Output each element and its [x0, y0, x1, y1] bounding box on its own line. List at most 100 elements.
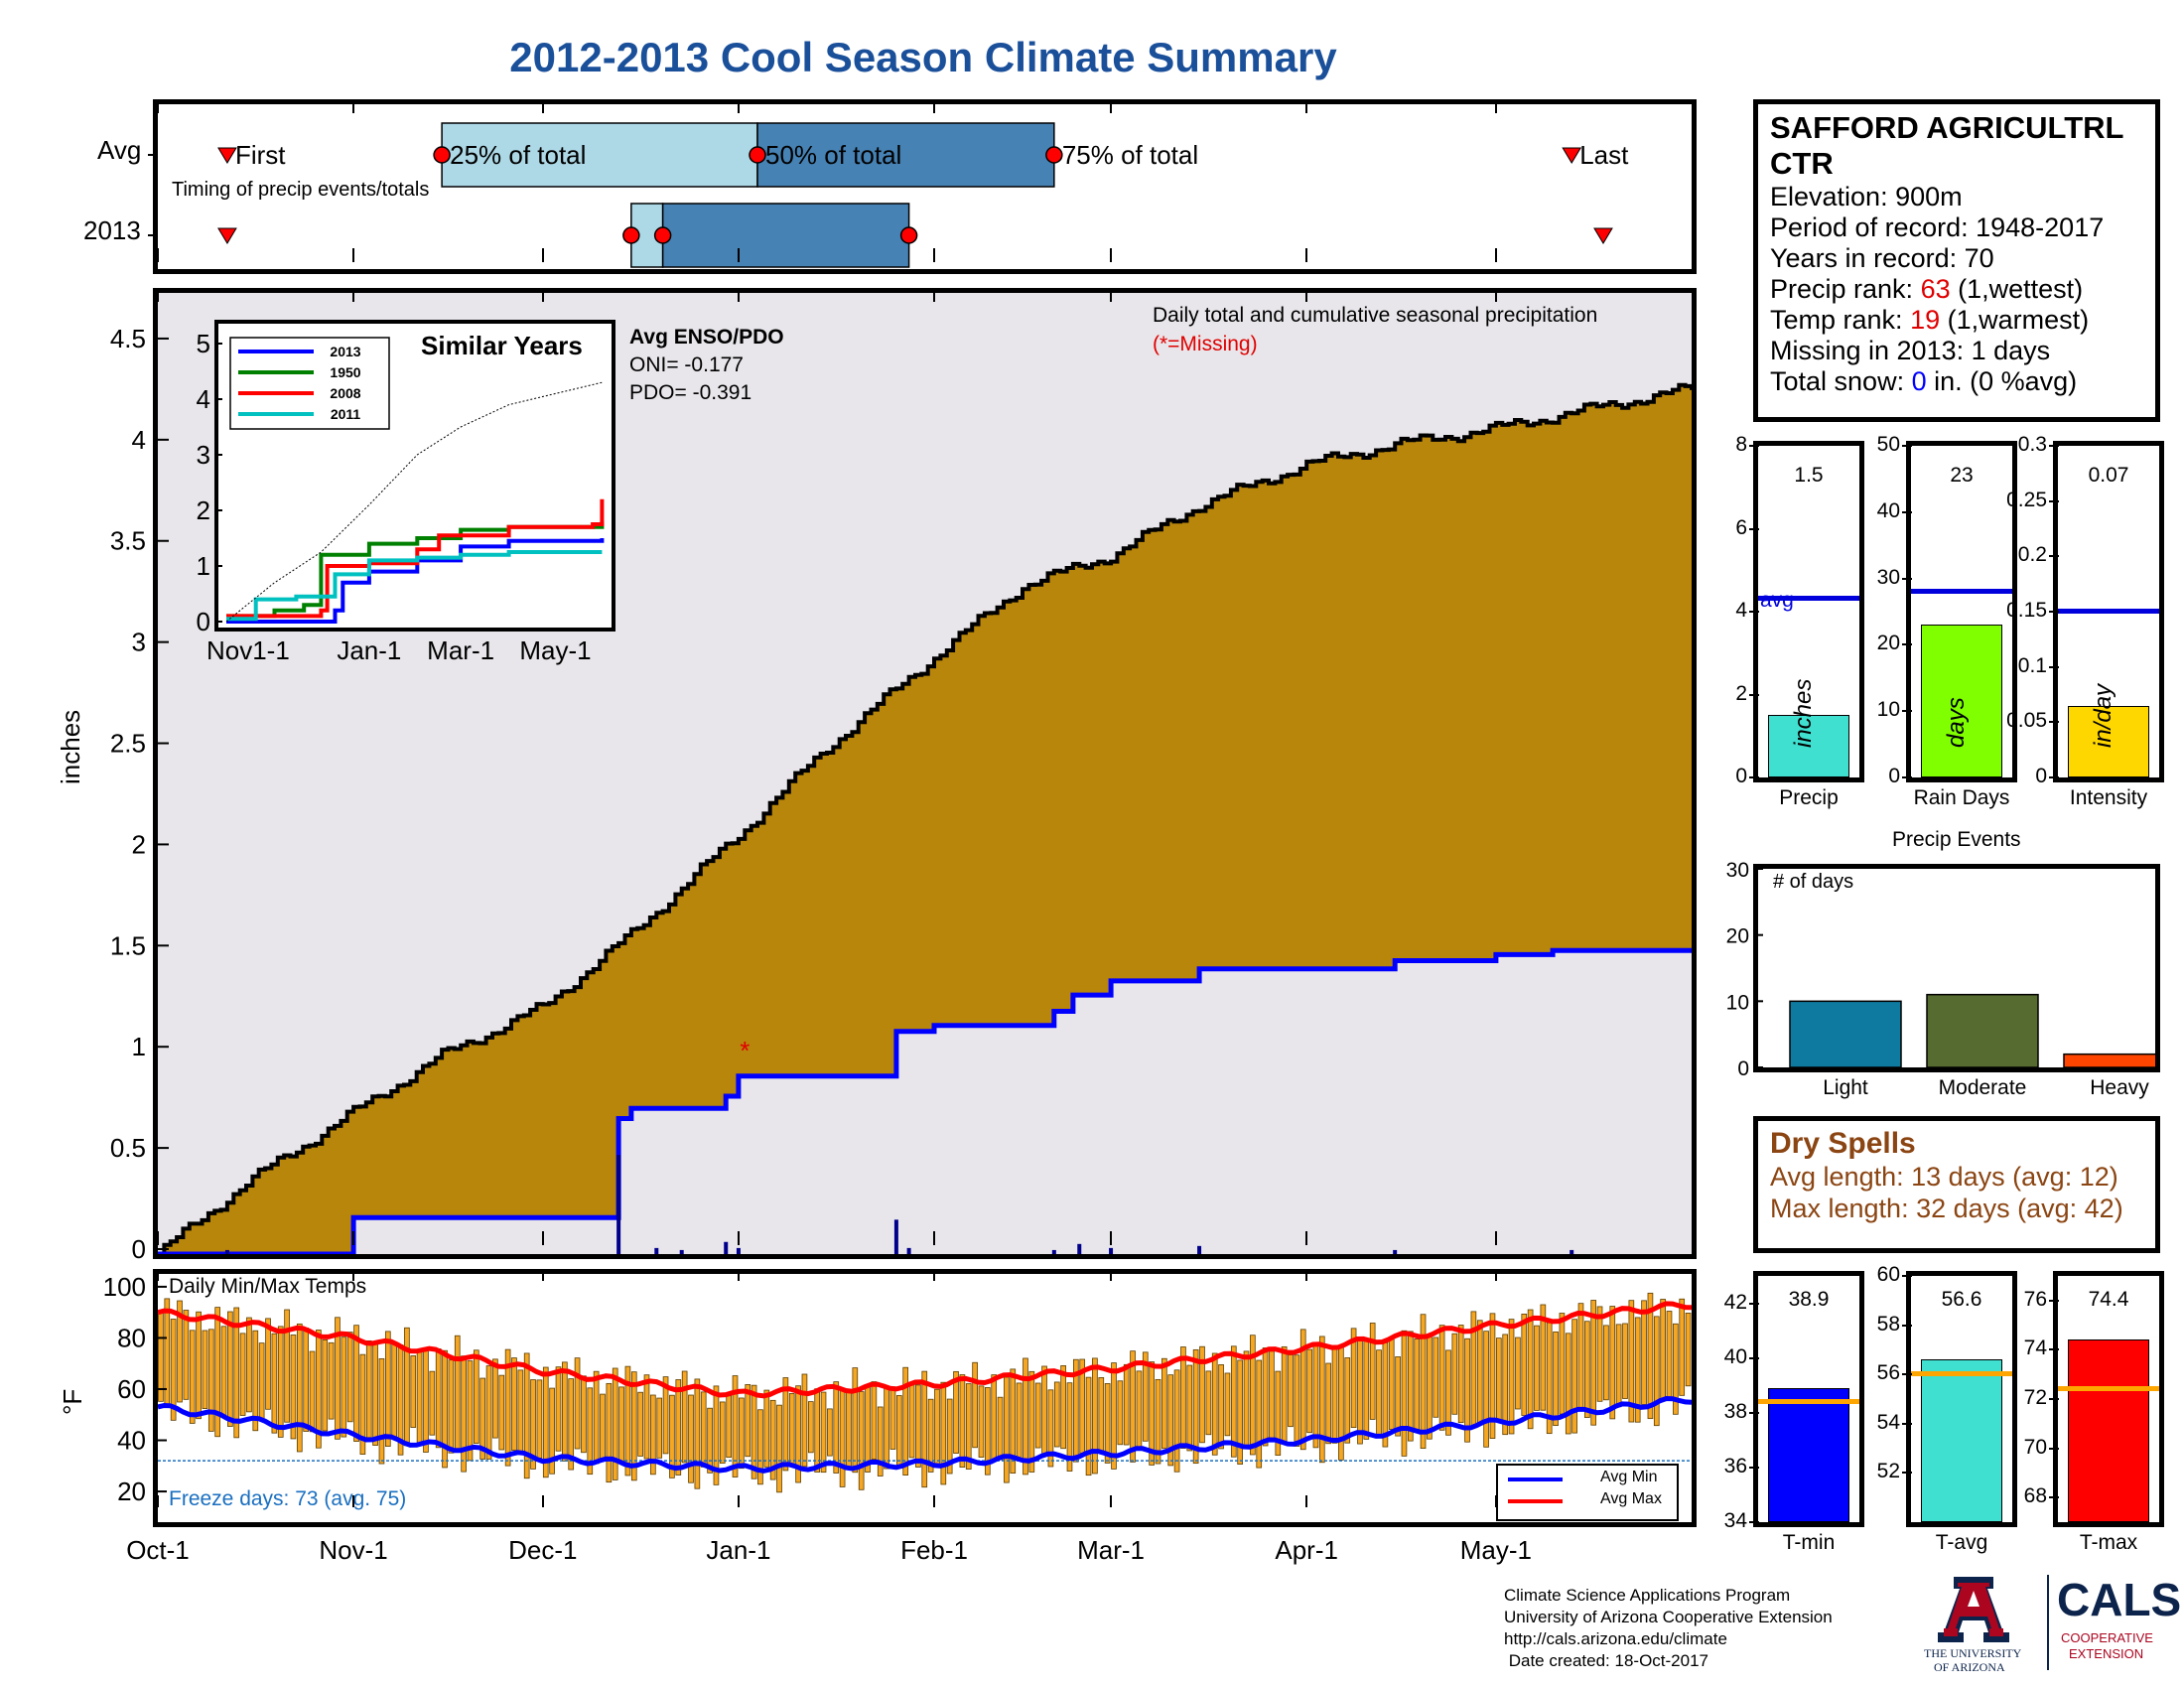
daily-precip-bar: [679, 1249, 684, 1254]
daily-temp-bar: [1243, 1350, 1250, 1447]
daily-temp-bar: [1325, 1362, 1331, 1445]
daily-temp-bar: [1596, 1306, 1603, 1402]
daily-temp-bar: [1205, 1370, 1212, 1436]
daily-temp-bar: [713, 1385, 720, 1485]
month-tick: [933, 1269, 936, 1281]
events-ylabel: # of days: [1773, 871, 1854, 893]
timing-dot-p25: [433, 146, 451, 164]
daily-temp-bar: [1230, 1345, 1237, 1458]
footer-line2: University of Arizona Cooperative Extens…: [1504, 1608, 1833, 1626]
daily-temp-bar: [504, 1348, 511, 1467]
stat-value-intensity: 0.07: [2088, 464, 2129, 487]
daily-temp-bar: [164, 1298, 171, 1407]
events-ytick-label: 20: [1726, 925, 1749, 948]
daily-temp-bar: [1299, 1329, 1306, 1451]
daily-temp-bar: [1420, 1314, 1427, 1449]
daily-temp-bar: [536, 1379, 543, 1459]
events-panel: [1753, 864, 2160, 1072]
daily-temp-bar: [1167, 1374, 1174, 1467]
stat-bar-rain_days: [1921, 625, 2002, 777]
daily-temp-bar: [1685, 1313, 1692, 1387]
stat-panel-rain_days: 23 days: [1906, 441, 2017, 782]
similar-yaxis-svg: 0 1 2 3 4 5: [197, 329, 222, 636]
month-tick: [1305, 99, 1308, 113]
daily-temp-bar: [719, 1401, 726, 1464]
daily-temp-bar: [1161, 1357, 1167, 1450]
temp-svg: [158, 1292, 1692, 1493]
station-name: SAFFORD AGRICULTRL CTR: [1770, 110, 2124, 181]
daily-temp-bar: [985, 1387, 991, 1476]
month-label: Oct-1: [126, 1535, 190, 1565]
month-tick: [1110, 248, 1113, 262]
month-tick: [541, 1269, 544, 1281]
timing-dot-p50: [749, 146, 766, 164]
month-tick: [933, 288, 936, 302]
missing-marker: *: [740, 1036, 750, 1065]
daily-temp-bar: [1047, 1389, 1054, 1468]
daily-temp-bar: [1312, 1342, 1319, 1449]
month-tick: [1110, 99, 1113, 113]
month-tick: [1494, 99, 1497, 113]
daily-temp-bar: [378, 1357, 385, 1465]
daily-temp-bar: [384, 1331, 391, 1447]
daily-temp-bar: [959, 1374, 966, 1469]
daily-temp-bar: [233, 1307, 240, 1439]
cals-sub2: EXTENSION: [2069, 1646, 2144, 1661]
tbar-ytick-label-tavg: 56: [1876, 1361, 1900, 1385]
daily-temp-bar: [549, 1387, 555, 1475]
daily-temp-bar: [196, 1311, 202, 1420]
stat-ytick-label-intensity: 0.15: [2006, 599, 2047, 622]
daily-temp-bar: [1357, 1338, 1363, 1445]
stat-ytick-label-intensity: 0.25: [2006, 488, 2047, 511]
daily-temp-bar: [1288, 1354, 1294, 1428]
daily-temp-bar: [795, 1385, 801, 1483]
daily-temp-bar: [448, 1359, 455, 1454]
similar-ytick-label: 1: [197, 551, 210, 581]
daily-temp-bar: [600, 1393, 606, 1460]
month-tick: [1305, 1495, 1308, 1507]
daily-temp-bar: [807, 1401, 814, 1454]
legend-max-swatch: [1508, 1499, 1563, 1503]
daily-temp-bar: [485, 1365, 492, 1460]
daily-temp-bar: [1173, 1369, 1180, 1473]
tbar-ytick-label-tmax: 72: [2023, 1386, 2047, 1409]
tbar-ytick-label-tavg: 60: [1876, 1263, 1900, 1286]
daily-temp-bar: [927, 1398, 934, 1473]
daily-temp-bar: [1388, 1336, 1395, 1430]
daily-temp-bar: [1571, 1319, 1577, 1434]
temp-ytick-label: 40: [117, 1426, 146, 1456]
elevation: Elevation: 900m: [1770, 182, 1963, 211]
tbar-ytick-tavg: [1902, 1373, 1912, 1376]
daily-temp-bar: [1104, 1383, 1111, 1464]
event-bar-heavy: [2063, 1053, 2155, 1067]
daily-temp-bar: [1269, 1350, 1275, 1440]
tbar-value-tmin: 38.9: [1788, 1288, 1830, 1311]
stat-value-rain_days: 23: [1950, 464, 1974, 487]
month-tick: [1110, 1495, 1113, 1507]
dry-avg-length: Avg length: 13 days (avg: 12): [1770, 1162, 2118, 1192]
daily-temp-bar: [574, 1357, 581, 1450]
similar-title: Similar Years: [421, 331, 583, 360]
tbar-ytick-label-tmax: 70: [2023, 1435, 2047, 1459]
daily-temp-bar: [492, 1358, 498, 1439]
month-tick: [1494, 1495, 1497, 1507]
month-tick: [1305, 248, 1308, 262]
precip-ytick-label: 3: [132, 628, 146, 657]
precip-ytick-label: 0.5: [110, 1133, 146, 1163]
dry-max-length: Max length: 32 days (avg: 42): [1770, 1194, 2123, 1223]
tbar-ytick-tmax: [2049, 1496, 2059, 1499]
footer-line3[interactable]: http://cals.arizona.edu/climate: [1504, 1629, 1727, 1648]
tbar-label-tmax: T-max: [2079, 1531, 2138, 1554]
daily-temp-bar: [1433, 1336, 1439, 1418]
daily-temp-bar: [177, 1300, 183, 1403]
daily-temp-bar: [1457, 1325, 1464, 1424]
timing-label-25: 25% of total: [450, 140, 586, 170]
stat-ytick-precip: [1749, 445, 1759, 447]
daily-temp-bar: [1641, 1300, 1647, 1405]
cals-text: CALS: [2057, 1574, 2182, 1625]
month-tick: [352, 1231, 355, 1245]
daily-temp-bar: [688, 1394, 694, 1483]
daily-temp-bar: [1085, 1376, 1092, 1477]
stat-avg-label: avg: [1760, 589, 1794, 613]
tbar-ytick-label-tmin: 42: [1723, 1290, 1747, 1314]
